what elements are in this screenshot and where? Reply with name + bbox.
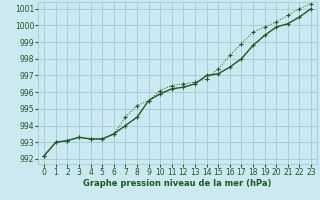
- X-axis label: Graphe pression niveau de la mer (hPa): Graphe pression niveau de la mer (hPa): [84, 179, 272, 188]
